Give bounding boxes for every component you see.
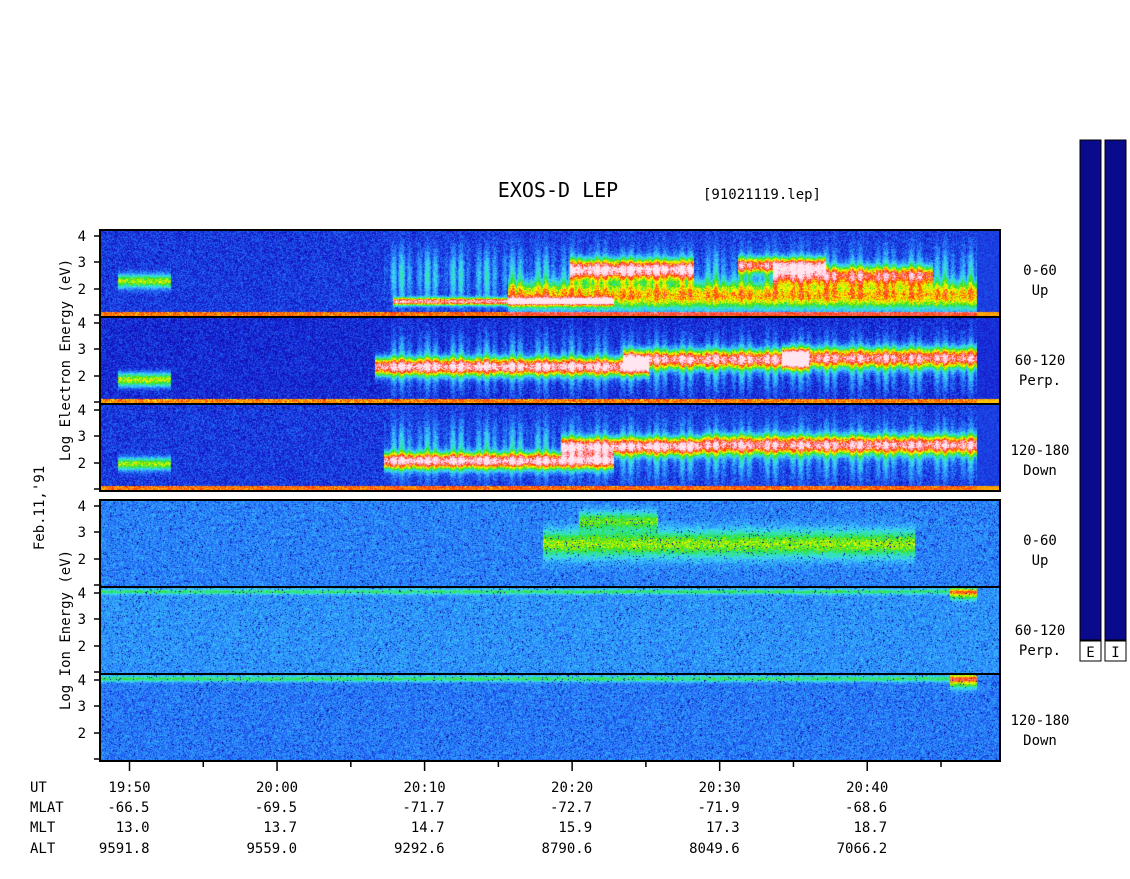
y-tick-label: 4 <box>78 673 86 689</box>
spectrogram-ion-perp <box>100 587 1000 674</box>
panel-direction-label: Up <box>1032 283 1049 299</box>
y-tick-label: 2 <box>78 456 86 472</box>
mlt-value: 13.7 <box>263 820 297 836</box>
y-tick-label: 2 <box>78 282 86 298</box>
spectrogram-ion-down <box>100 674 1000 761</box>
ut-tick-label: 20:00 <box>256 780 298 796</box>
colorbar-i <box>1104 139 1127 641</box>
panel-angle-label: 60-120 <box>1015 623 1066 639</box>
electron-ylabel: Log Electron Energy (eV) <box>58 259 74 461</box>
y-tick-label: 4 <box>78 499 86 515</box>
panel-direction-label: Down <box>1023 733 1057 749</box>
spectrogram-electron-down <box>100 404 1000 491</box>
mlat-value: -72.7 <box>550 800 592 816</box>
mlt-value: 18.7 <box>853 820 887 836</box>
ut-tick-label: 20:10 <box>404 780 446 796</box>
colorbar-label-box <box>1104 640 1127 662</box>
mlat-value: -71.9 <box>698 800 740 816</box>
ut-tick-label: 20:40 <box>846 780 888 796</box>
orbit-table: UT MLAT MLT ALT 19:50 -66.5 13.0 9591.8 20:00 -69… <box>30 762 942 857</box>
y-tick-label: 3 <box>78 612 86 628</box>
ut-tick-label: 20:20 <box>551 780 593 796</box>
alt-value: 8790.6 <box>542 841 593 857</box>
y-tick-label: 4 <box>78 316 86 332</box>
colorbar-label-box <box>1079 640 1102 662</box>
axis-labels: EXOS-D LEP [91021119.lep] 2 3 4 0-60 Up 2 3 4 60-1… <box>32 178 1070 760</box>
y-tick-label: 3 <box>78 699 86 715</box>
y-tick-label: 4 <box>78 586 86 602</box>
ut-tick-label: 19:50 <box>108 780 150 796</box>
y-tick-label: 2 <box>78 369 86 385</box>
y-tick-label: 3 <box>78 429 86 445</box>
orbit-row-label-mlt: MLT <box>30 820 56 836</box>
panel-direction-label: Down <box>1023 463 1057 479</box>
y-tick-label: 3 <box>78 255 86 271</box>
file-label: [91021119.lep] <box>703 187 821 203</box>
panel-group-frame-electron <box>99 229 1001 492</box>
panel-direction-label: Perp. <box>1019 643 1061 659</box>
orbit-row-label-ut: UT <box>30 780 47 796</box>
panel-angle-label: 60-120 <box>1015 353 1066 369</box>
panel-direction-label: Perp. <box>1019 373 1061 389</box>
ion-ylabel: Log Ion Energy (eV) <box>58 550 74 710</box>
spectrogram-ion-up <box>100 500 1000 587</box>
colorbar-e <box>1079 139 1102 641</box>
y-tick-label: 2 <box>78 639 86 655</box>
mlat-value: -71.7 <box>402 800 444 816</box>
alt-value: 9292.6 <box>394 841 445 857</box>
mlat-value: -68.6 <box>845 800 887 816</box>
panel-group-frame-ion <box>99 499 1001 762</box>
mlt-value: 14.7 <box>411 820 445 836</box>
colorbar-label: E <box>1086 645 1094 661</box>
panel-direction-label: Up <box>1032 553 1049 569</box>
y-tick-label: 3 <box>78 342 86 358</box>
alt-value: 9559.0 <box>246 841 297 857</box>
orbit-row-label-alt: ALT <box>30 841 56 857</box>
chart-title: EXOS-D LEP <box>498 178 618 202</box>
panel-angle-label: 120-180 <box>1010 443 1069 459</box>
mlat-value: -69.5 <box>255 800 297 816</box>
colorbar-label: I <box>1111 645 1119 661</box>
y-tick-label: 2 <box>78 552 86 568</box>
spectrogram-panels <box>100 230 1000 761</box>
panel-frames <box>99 229 1001 762</box>
panel-angle-label: 120-180 <box>1010 713 1069 729</box>
spectrogram-electron-up <box>100 230 1000 317</box>
alt-value: 8049.6 <box>689 841 740 857</box>
mlt-value: 15.9 <box>558 820 592 836</box>
y-tick-label: 4 <box>78 229 86 245</box>
alt-value: 7066.2 <box>837 841 888 857</box>
panel-angle-label: 0-60 <box>1023 533 1057 549</box>
mlat-value: -66.5 <box>107 800 149 816</box>
y-tick-label: 3 <box>78 525 86 541</box>
date-label: Feb.11,'91 <box>32 466 48 550</box>
ut-tick-label: 20:30 <box>699 780 741 796</box>
spectrogram-electron-perp <box>100 317 1000 404</box>
alt-value: 9591.8 <box>99 841 150 857</box>
orbit-row-label-mlat: MLAT <box>30 800 64 816</box>
panel-angle-label: 0-60 <box>1023 263 1057 279</box>
y-tick-label: 2 <box>78 726 86 742</box>
y-tick-label: 4 <box>78 403 86 419</box>
mlt-value: 17.3 <box>706 820 740 836</box>
mlt-value: 13.0 <box>116 820 150 836</box>
